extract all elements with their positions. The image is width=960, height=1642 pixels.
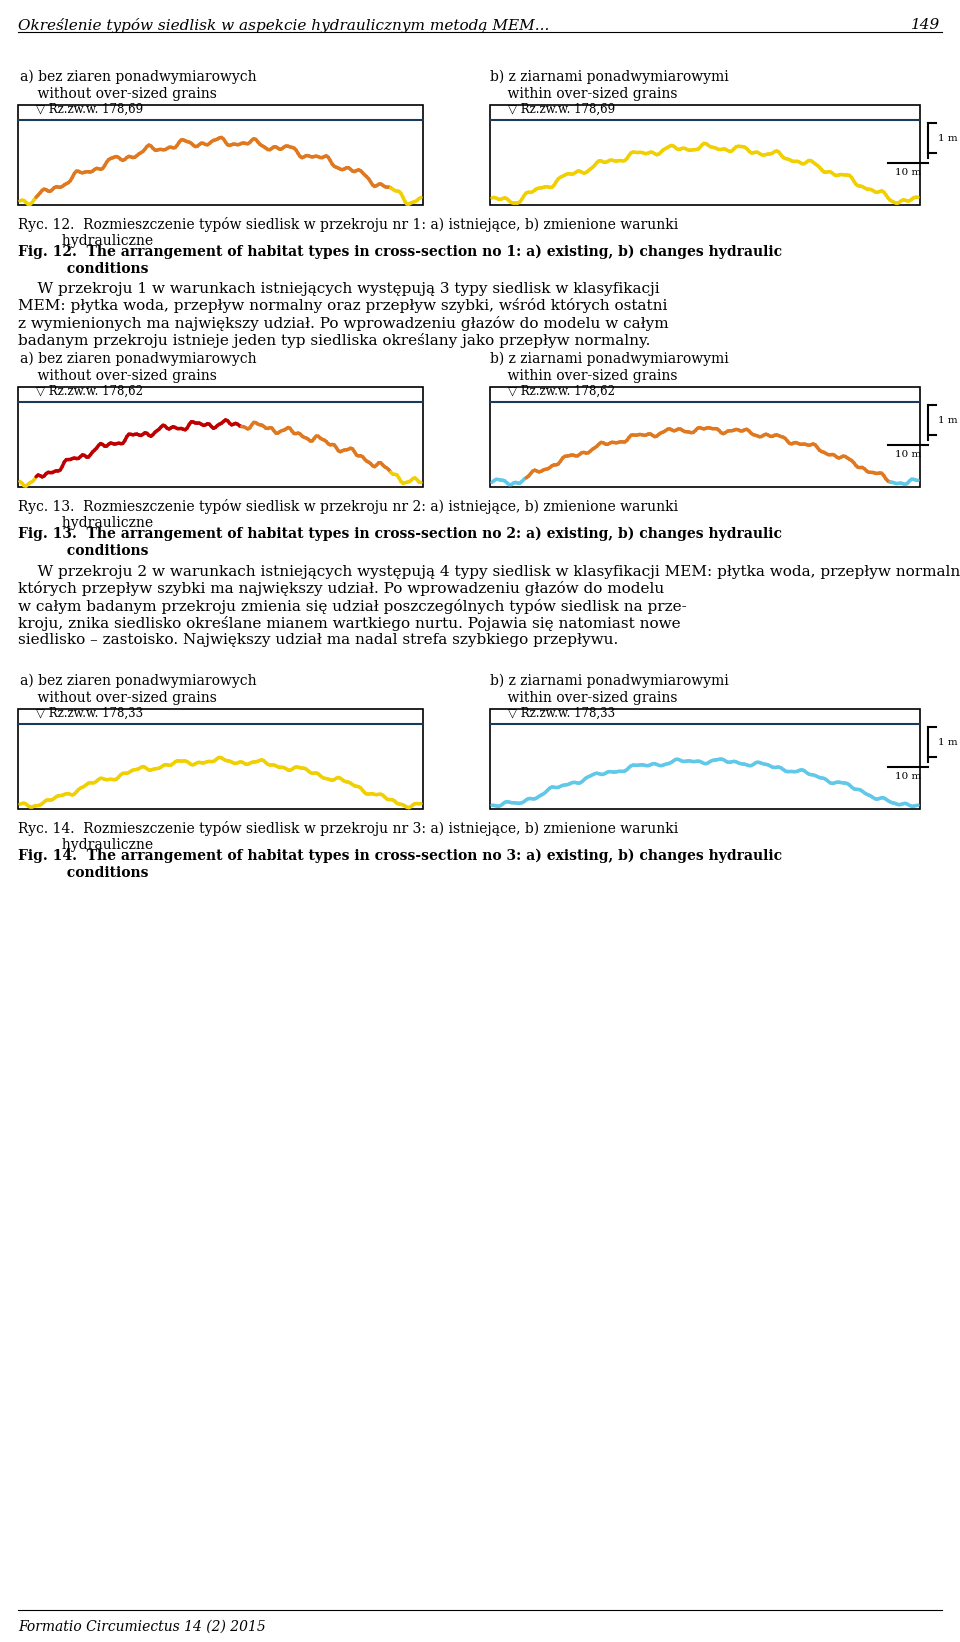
FancyBboxPatch shape xyxy=(490,709,920,810)
Text: Określenie typów siedlisk w aspekcie hydraulicznym metodą MEM...: Określenie typów siedlisk w aspekcie hyd… xyxy=(18,18,549,33)
FancyBboxPatch shape xyxy=(18,105,423,205)
Text: 1 m: 1 m xyxy=(938,415,958,425)
Text: ▽ Rz.zw.w. 178,62: ▽ Rz.zw.w. 178,62 xyxy=(508,384,615,397)
Text: 1 m: 1 m xyxy=(938,737,958,747)
Text: b) z ziarnami ponadwymiarowymi
    within over-sized grains: b) z ziarnami ponadwymiarowymi within ov… xyxy=(490,351,729,383)
Text: Fig. 13.  The arrangement of habitat types in cross-section no 2: a) existing, b: Fig. 13. The arrangement of habitat type… xyxy=(18,527,782,558)
Text: b) z ziarnami ponadwymiarowymi
    within over-sized grains: b) z ziarnami ponadwymiarowymi within ov… xyxy=(490,673,729,704)
Text: Fig. 14.  The arrangement of habitat types in cross-section no 3: a) existing, b: Fig. 14. The arrangement of habitat type… xyxy=(18,849,782,880)
Text: W przekroju 1 w warunkach istniejących występują 3 typy siedlisk w klasyfikacji
: W przekroju 1 w warunkach istniejących w… xyxy=(18,282,668,348)
Text: a) bez ziaren ponadwymiarowych
    without over-sized grains: a) bez ziaren ponadwymiarowych without o… xyxy=(20,71,256,100)
Text: ▽ Rz.zw.w. 178,33: ▽ Rz.zw.w. 178,33 xyxy=(36,708,143,719)
FancyBboxPatch shape xyxy=(18,709,423,810)
Text: 10 m: 10 m xyxy=(895,167,922,177)
Text: Ryc. 14.  Rozmieszczenie typów siedlisk w przekroju nr 3: a) istniejące, b) zmie: Ryc. 14. Rozmieszczenie typów siedlisk w… xyxy=(18,821,679,852)
FancyBboxPatch shape xyxy=(18,388,423,488)
Text: 1 m: 1 m xyxy=(938,133,958,143)
Text: 10 m: 10 m xyxy=(895,450,922,460)
Text: a) bez ziaren ponadwymiarowych
    without over-sized grains: a) bez ziaren ponadwymiarowych without o… xyxy=(20,673,256,704)
Text: ▽ Rz.zw.w. 178,33: ▽ Rz.zw.w. 178,33 xyxy=(508,708,615,719)
Text: Fig. 12.  The arrangement of habitat types in cross-section no 1: a) existing, b: Fig. 12. The arrangement of habitat type… xyxy=(18,245,782,276)
Text: Ryc. 12.  Rozmieszczenie typów siedlisk w przekroju nr 1: a) istniejące, b) zmie: Ryc. 12. Rozmieszczenie typów siedlisk w… xyxy=(18,217,679,248)
FancyBboxPatch shape xyxy=(490,388,920,488)
Text: ▽ Rz.zw.w. 178,62: ▽ Rz.zw.w. 178,62 xyxy=(36,384,143,397)
Text: a) bez ziaren ponadwymiarowych
    without over-sized grains: a) bez ziaren ponadwymiarowych without o… xyxy=(20,351,256,383)
Text: ▽ Rz.zw.w. 178,69: ▽ Rz.zw.w. 178,69 xyxy=(36,103,143,117)
Text: b) z ziarnami ponadwymiarowymi
    within over-sized grains: b) z ziarnami ponadwymiarowymi within ov… xyxy=(490,71,729,100)
Text: 10 m: 10 m xyxy=(895,772,922,782)
FancyBboxPatch shape xyxy=(490,105,920,205)
Text: Formatio Circumiectus 14 (2) 2015: Formatio Circumiectus 14 (2) 2015 xyxy=(18,1621,266,1634)
Text: ▽ Rz.zw.w. 178,69: ▽ Rz.zw.w. 178,69 xyxy=(508,103,615,117)
Text: Ryc. 13.  Rozmieszczenie typów siedlisk w przekroju nr 2: a) istniejące, b) zmie: Ryc. 13. Rozmieszczenie typów siedlisk w… xyxy=(18,499,678,530)
Text: W przekroju 2 w warunkach istniejących występują 4 typy siedlisk w klasyfikacji : W przekroju 2 w warunkach istniejących w… xyxy=(18,563,960,647)
Text: 149: 149 xyxy=(911,18,940,31)
